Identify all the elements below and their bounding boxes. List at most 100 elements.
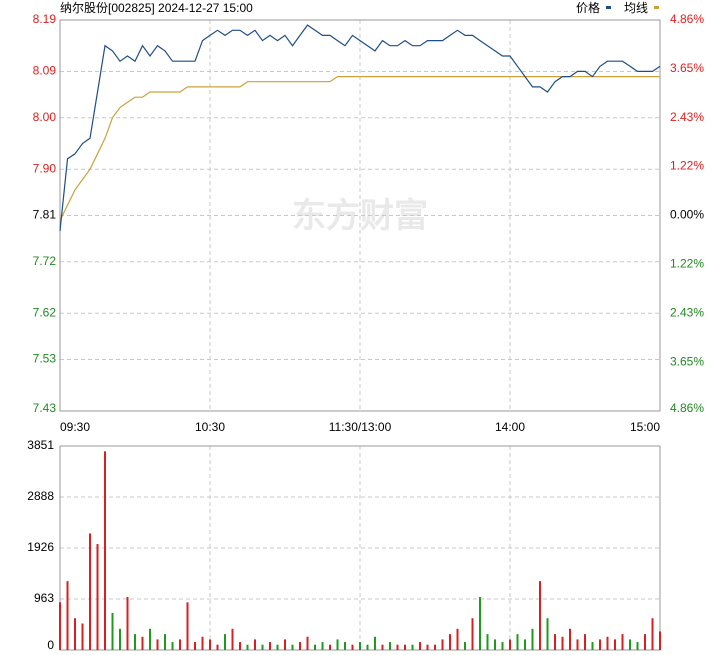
x-tick-label: 09:30 — [60, 420, 90, 434]
volume-bar — [539, 581, 541, 650]
volume-bar — [276, 644, 279, 650]
volume-bar — [254, 639, 256, 650]
volume-bar — [216, 644, 219, 650]
x-tick-label: 11:30/13:00 — [329, 420, 392, 434]
volume-bar — [449, 634, 451, 650]
legend-swatch — [654, 6, 659, 9]
volume-bar — [516, 634, 519, 650]
volume-bar — [156, 639, 159, 650]
volume-bar — [329, 644, 331, 650]
price-line — [59, 24, 661, 231]
volume-bar — [426, 644, 429, 650]
volume-bar — [531, 628, 534, 650]
legend-swatch — [605, 6, 611, 9]
volume-bar — [104, 451, 106, 650]
y-tick-label: 1926 — [27, 540, 54, 554]
volume-bar — [359, 642, 361, 650]
volume-bar — [404, 644, 406, 650]
volume-bar — [464, 642, 466, 650]
volume-bar — [471, 618, 474, 650]
y2-tick-label: 4.86% — [670, 401, 704, 415]
volume-bar — [644, 634, 646, 650]
y-tick-label: 8.19 — [33, 12, 57, 26]
x-tick-label: 15:00 — [630, 420, 660, 434]
volume-bar — [494, 639, 496, 650]
volume-bar — [629, 639, 631, 650]
volume-bar — [434, 644, 436, 650]
plot-frame — [59, 19, 661, 412]
volume-bar — [546, 618, 549, 650]
volume-bar — [344, 642, 346, 650]
volume-bar — [621, 634, 624, 650]
volume-bar — [599, 639, 601, 650]
price-line — [59, 76, 660, 221]
volume-bar — [321, 642, 324, 650]
volume-bar — [554, 634, 556, 650]
volume-bar — [306, 636, 309, 650]
y-tick-label: 0 — [47, 638, 54, 652]
volume-bar — [134, 634, 136, 650]
volume-bar — [269, 642, 271, 650]
volume-bar — [584, 634, 586, 650]
volume-bar — [614, 639, 616, 650]
volume-bar — [314, 644, 316, 650]
y-tick-label: 7.72 — [33, 254, 57, 268]
y2-tick-label: 1.22% — [670, 159, 704, 173]
volume-bar — [336, 639, 339, 650]
y2-tick-label: 2.43% — [670, 110, 704, 124]
y2-tick-label: 3.65% — [670, 61, 704, 75]
volume-bar — [171, 642, 174, 650]
volume-bar — [74, 618, 76, 650]
y-tick-label: 7.81 — [33, 208, 57, 222]
volume-bar — [419, 642, 421, 650]
legend-label: 价格 — [576, 0, 600, 15]
volume-bar — [111, 612, 114, 650]
volume-bar — [224, 634, 226, 650]
y-tick-label: 8.09 — [33, 64, 57, 78]
volume-bar — [351, 644, 354, 650]
volume-bar — [89, 533, 91, 650]
volume-bar — [261, 644, 264, 650]
volume-bar — [606, 636, 609, 650]
y-tick-label: 7.90 — [33, 161, 57, 175]
volume-bar — [659, 631, 661, 650]
volume-bar — [651, 618, 654, 650]
volume-bar — [246, 644, 249, 650]
volume-bar — [291, 644, 294, 650]
y-tick-label: 3851 — [27, 438, 54, 452]
volume-bar — [441, 639, 444, 650]
volume-bar — [231, 628, 234, 650]
volume-bar — [284, 639, 286, 650]
volume-bar — [366, 644, 369, 650]
volume-bar — [126, 597, 129, 650]
y-tick-label: 8.00 — [33, 110, 57, 124]
volume-bar — [636, 642, 639, 650]
volume-bar — [194, 642, 196, 650]
volume-bar — [591, 642, 594, 650]
volume-bar — [59, 602, 61, 650]
volume-bar — [486, 634, 489, 650]
volume-bar — [96, 544, 99, 650]
volume-bar — [561, 636, 564, 650]
chart-title: 纳尔股份[002825] 2024-12-27 15:00 — [60, 0, 253, 15]
volume-bar — [374, 636, 376, 650]
legend-label: 均线 — [624, 1, 648, 15]
y-tick-label: 7.62 — [33, 305, 57, 319]
volume-bar — [141, 636, 144, 650]
volume-bar — [381, 644, 384, 650]
volume-bar — [509, 639, 511, 650]
volume-bar — [119, 628, 121, 650]
volume-bar — [149, 628, 151, 650]
volume-bar — [299, 642, 301, 650]
volume-bar — [209, 639, 211, 650]
y-tick-label: 7.43 — [33, 401, 57, 415]
y2-tick-label: 2.43% — [670, 305, 704, 319]
y2-tick-label: 0.00% — [670, 208, 704, 222]
volume-bar — [389, 642, 391, 650]
volume-bar — [201, 636, 204, 650]
volume-bar — [569, 628, 571, 650]
volume-bar — [456, 628, 459, 650]
volume-bar — [164, 634, 166, 650]
volume-bar — [81, 623, 84, 650]
volume-bar — [186, 602, 189, 650]
